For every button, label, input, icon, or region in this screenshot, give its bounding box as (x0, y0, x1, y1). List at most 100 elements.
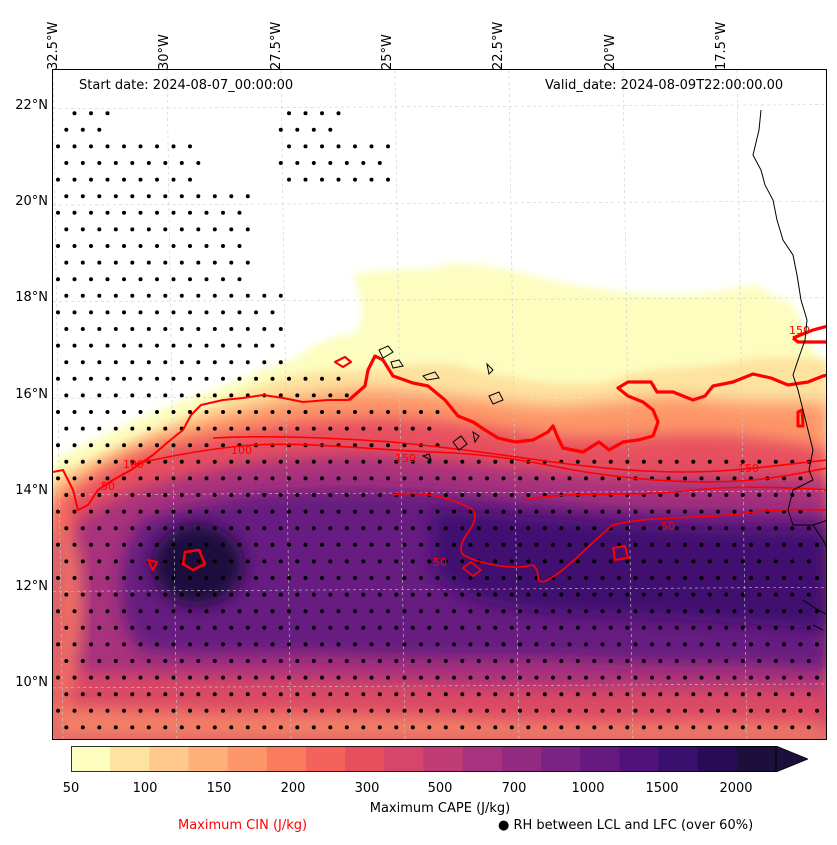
rh-dot (320, 509, 324, 514)
rh-dot (427, 592, 432, 597)
rh-dot (89, 542, 93, 547)
rh-dot (122, 576, 126, 580)
rh-dot (113, 559, 118, 564)
rh-dot (419, 542, 423, 547)
rh-dot (600, 476, 605, 481)
rh-dot (328, 161, 333, 165)
rh-dot (542, 725, 547, 730)
rh-dot (509, 692, 514, 697)
rh-dot (212, 625, 217, 630)
rh-dot (476, 526, 481, 531)
rh-dot (683, 576, 687, 580)
rh-dot (452, 642, 456, 647)
rh-dot (641, 559, 646, 564)
rh-dot (196, 327, 201, 331)
rh-dot (196, 293, 201, 298)
rh-dot (369, 675, 374, 680)
rh-dot (254, 642, 258, 647)
rh-dot (534, 642, 539, 647)
rh-dot (72, 310, 77, 315)
rh-dot (493, 592, 498, 597)
rh-dot (468, 642, 473, 647)
rh-dot (89, 443, 93, 448)
rh-dot (336, 111, 341, 116)
rh-dot (130, 592, 135, 597)
rh-dot (270, 310, 275, 315)
rh-dot (369, 443, 374, 448)
rh-dot (130, 260, 135, 265)
rh-dot (592, 559, 597, 564)
rh-dot (683, 609, 687, 614)
rh-dot (501, 609, 506, 614)
rh-dot (575, 625, 580, 630)
rh-dot (757, 592, 762, 597)
rh-dot (641, 592, 646, 597)
rh-dot (64, 127, 69, 132)
rh-dot (468, 576, 473, 580)
rh-dot (89, 210, 93, 215)
rh-dot (782, 609, 786, 614)
rh-dot (699, 609, 704, 614)
rh-dot (402, 708, 407, 713)
rh-dot (303, 642, 308, 647)
rh-dot (155, 244, 159, 248)
rh-dot (163, 459, 168, 464)
rh-dot (617, 642, 621, 647)
rh-dot (278, 493, 283, 497)
rh-dot (278, 659, 283, 663)
rh-dot (592, 659, 597, 663)
rh-dot (221, 509, 225, 514)
cape-verde-island (390, 359, 404, 369)
rh-dot (707, 559, 712, 564)
rh-dot (328, 725, 333, 730)
rh-dot (336, 708, 341, 713)
rh-dot (212, 260, 217, 265)
rh-dot (353, 144, 357, 149)
rh-dot (485, 609, 489, 614)
rh-dot (567, 708, 572, 713)
rh-dot (155, 609, 159, 614)
rh-dot (72, 443, 77, 448)
rh-dot (641, 692, 646, 697)
rh-dot (212, 327, 217, 331)
rh-dot (105, 443, 110, 448)
rh-dot (386, 410, 390, 414)
cape-verde-island (452, 435, 468, 451)
rh-dot (625, 625, 630, 630)
rh-dot (64, 559, 69, 564)
colorbar-segment (149, 746, 189, 772)
colorbar-tick: 100 (132, 781, 158, 796)
rh-dot (171, 210, 176, 215)
rh-dot (740, 459, 745, 464)
rh-dot (212, 559, 217, 564)
rh-dot (229, 194, 234, 199)
cin-contour-labels: 100 150 150 50 50 50 150 100 (101, 324, 810, 569)
rh-dot (97, 659, 102, 663)
rh-dot (608, 725, 613, 730)
rh-dot (278, 327, 283, 331)
rh-dot (773, 459, 778, 464)
rh-dot (526, 659, 531, 663)
lat-label: 10°N (15, 675, 48, 690)
rh-dot (287, 476, 291, 481)
rh-dot (278, 559, 283, 564)
rh-dot (361, 725, 366, 730)
colorbar-tick: 2000 (719, 781, 753, 796)
rh-dot (592, 526, 597, 531)
rh-dot (97, 393, 102, 398)
rh-dot (229, 293, 234, 298)
rh-dot (402, 576, 407, 580)
map-panel: 100 150 150 50 50 50 150 100 (52, 69, 827, 740)
lat-label: 20°N (15, 194, 48, 209)
rh-dot (410, 692, 415, 697)
rh-dot (575, 459, 580, 464)
cin-contour-cell-2 (333, 355, 353, 369)
rh-dot (377, 592, 382, 597)
rh-dot (130, 293, 135, 298)
rh-dot (361, 493, 366, 497)
gridlines (53, 70, 826, 739)
colorbar-tick: 50 (62, 781, 80, 796)
rh-dot (245, 194, 250, 199)
rh-dot (369, 410, 374, 414)
rh-dot (476, 493, 481, 497)
